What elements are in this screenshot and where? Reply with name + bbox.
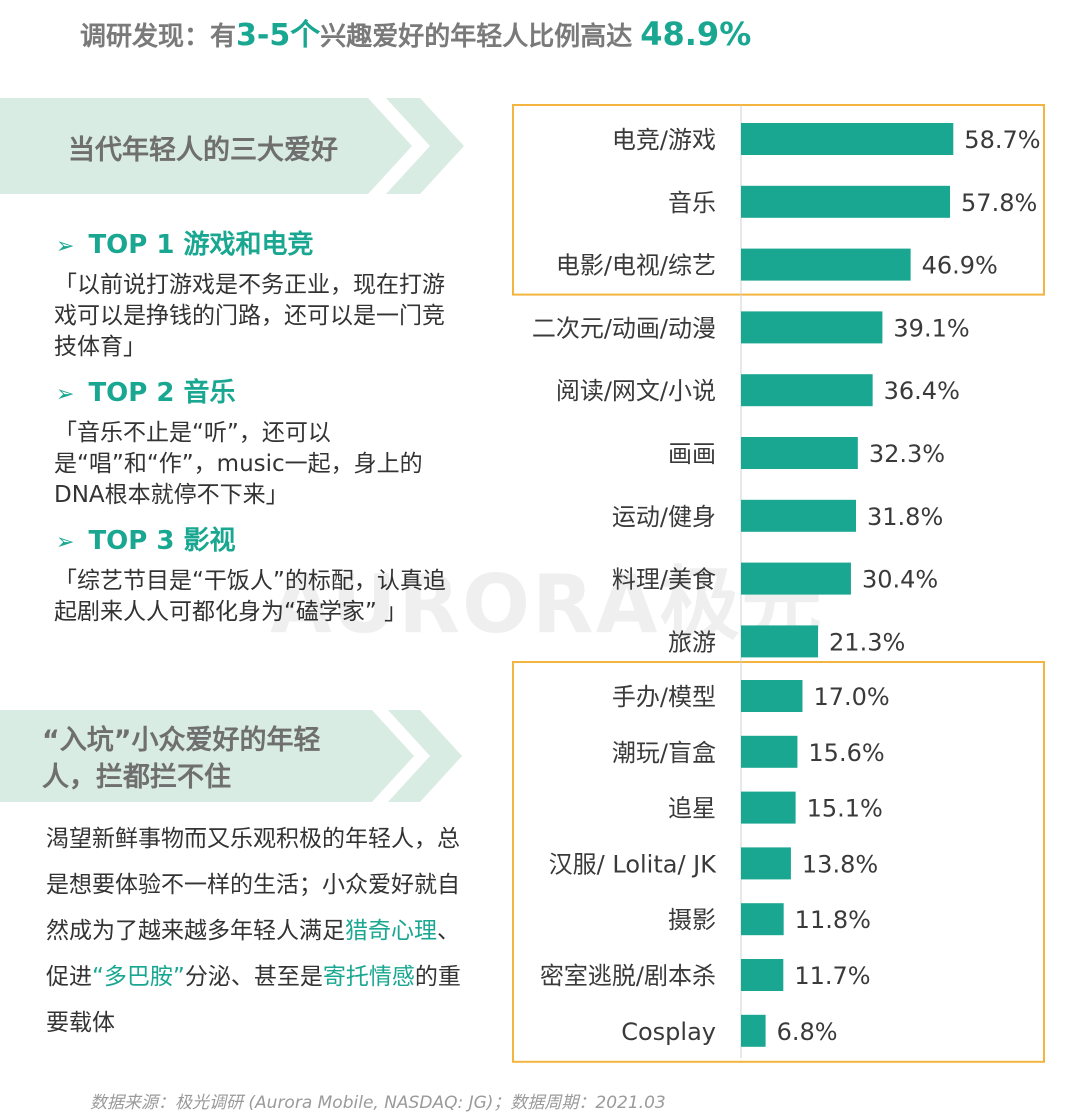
body-text-4: 的重要载体 xyxy=(46,964,461,1036)
category-label: 汉服/ Lolita/ JK xyxy=(549,850,718,878)
value-label: 15.1% xyxy=(807,795,883,823)
bar xyxy=(741,847,791,880)
value-label: 57.8% xyxy=(961,189,1037,217)
category-label: 料理/美食 xyxy=(612,566,716,594)
body-text-1: 渴望新鲜事物而又乐观积极的年轻人，总是想要体验不一样的生活；小众爱好就自然成为了… xyxy=(46,826,460,944)
banner1-title: 当代年轻人的三大爱好 xyxy=(68,135,338,166)
value-label: 46.9% xyxy=(922,252,998,280)
bar xyxy=(741,311,883,344)
bar xyxy=(741,680,803,712)
category-label: 密室逃脱/剧本杀 xyxy=(540,962,716,990)
banner2-arrow-shape xyxy=(0,710,462,802)
body-paragraph: 渴望新鲜事物而又乐观积极的年轻人，总是想要体验不一样的生活；小众爱好就自然成为了… xyxy=(46,816,471,1046)
top2-heading: ➢ TOP 2 音乐 xyxy=(56,372,236,409)
value-label: 30.4% xyxy=(862,566,938,594)
category-label: 手办/模型 xyxy=(612,683,716,711)
category-label: 音乐 xyxy=(668,189,716,217)
chevron-right-icon: ➢ xyxy=(56,530,75,555)
headline-part4: 48.9% xyxy=(640,15,752,53)
bar xyxy=(741,959,784,991)
banner1-arrow-shape xyxy=(0,98,464,194)
value-label: 11.7% xyxy=(794,962,870,990)
value-label: 39.1% xyxy=(893,314,969,342)
category-label: 摄影 xyxy=(668,906,716,934)
headline-part3: 兴趣爱好的年轻人比例高达 xyxy=(320,22,633,52)
bar xyxy=(741,735,798,768)
category-label: 电影/电视/综艺 xyxy=(556,252,716,280)
category-label: 二次元/动画/动漫 xyxy=(532,314,716,342)
bar xyxy=(741,499,857,532)
top3-heading: ➢ TOP 3 影视 xyxy=(56,520,236,557)
bar xyxy=(741,1014,766,1047)
value-label: 58.7% xyxy=(964,126,1040,154)
category-label: 追星 xyxy=(668,795,716,823)
value-label: 6.8% xyxy=(777,1018,838,1046)
highlight-box-1 xyxy=(512,104,1045,296)
body-highlight-3: 寄托情感 xyxy=(322,964,415,990)
value-label: 32.3% xyxy=(869,440,945,468)
highlight-box-2 xyxy=(512,661,1045,1063)
category-label: 旅游 xyxy=(668,628,716,656)
top1-quote: 「以前说打游戏是不务正业，现在打游戏可以是挣钱的门路，还可以是一门竞技体育」 xyxy=(54,272,445,360)
top2-quote: 「音乐不止是“听”，还可以是“唱”和“作”，music一起，身上的DNA根本就停… xyxy=(54,420,423,508)
bar xyxy=(741,185,951,218)
value-label: 21.3% xyxy=(829,628,905,656)
value-label: 15.6% xyxy=(808,739,884,767)
value-label: 36.4% xyxy=(884,377,960,405)
category-label: 运动/健身 xyxy=(612,503,716,531)
footnote: 数据来源：极光调研 (Aurora Mobile, NASDAQ: JG)；数据… xyxy=(90,1093,666,1113)
bar xyxy=(741,437,858,469)
top1-heading-text: TOP 1 游戏和电竞 xyxy=(88,230,314,260)
body-text-3: 分泌、甚至是 xyxy=(184,964,323,990)
headline-part1: 调研发现：有 xyxy=(80,22,237,52)
bar xyxy=(741,791,796,824)
bar xyxy=(741,123,954,155)
category-label: 电竞/游戏 xyxy=(612,126,716,154)
bar xyxy=(741,248,911,281)
value-label: 13.8% xyxy=(802,850,878,878)
bar xyxy=(741,374,873,407)
chevron-right-icon: ➢ xyxy=(56,382,75,407)
top3-quote: 「综艺节目是“干饭人”的标配，认真追起剧来人人可都化身为“磕学家” 」 xyxy=(54,568,446,625)
hobby-bar-chart: 电竞/游戏 58.7% 音乐 57.8% 电影/电视/综艺 46.9% 二次元/动画/动漫 3… xyxy=(512,104,1045,1063)
body-highlight-1: 猎奇心理 xyxy=(345,918,437,944)
value-label: 17.0% xyxy=(813,683,889,711)
body-text-2: 、促进 xyxy=(46,918,460,990)
bar xyxy=(741,562,851,595)
headline-part2: 3-5个 xyxy=(236,18,321,53)
category-label: Cosplay xyxy=(621,1018,716,1046)
category-label: 潮玩/盲盒 xyxy=(612,739,716,767)
value-label: 11.8% xyxy=(795,906,871,934)
chevron-right-icon: ➢ xyxy=(56,234,75,259)
category-label: 阅读/网文/小说 xyxy=(556,377,716,405)
bar xyxy=(741,625,819,658)
headline: 调研发现：有 3-5个 兴趣爱好的年轻人比例高达 48.9% xyxy=(80,10,751,62)
watermark: AURORA极光 xyxy=(270,558,824,651)
banner2-title: “入坑”小众爱好的年轻人，拦都拦不住 xyxy=(42,725,321,793)
top1-heading: ➢ TOP 1 游戏和电竞 xyxy=(56,224,314,261)
top3-heading-text: TOP 3 影视 xyxy=(88,526,236,556)
body-highlight-2: “多巴胺” xyxy=(92,964,185,990)
top2-heading-text: TOP 2 音乐 xyxy=(88,378,236,408)
bar xyxy=(741,903,784,936)
category-label: 画画 xyxy=(668,440,716,468)
value-label: 31.8% xyxy=(867,503,943,531)
